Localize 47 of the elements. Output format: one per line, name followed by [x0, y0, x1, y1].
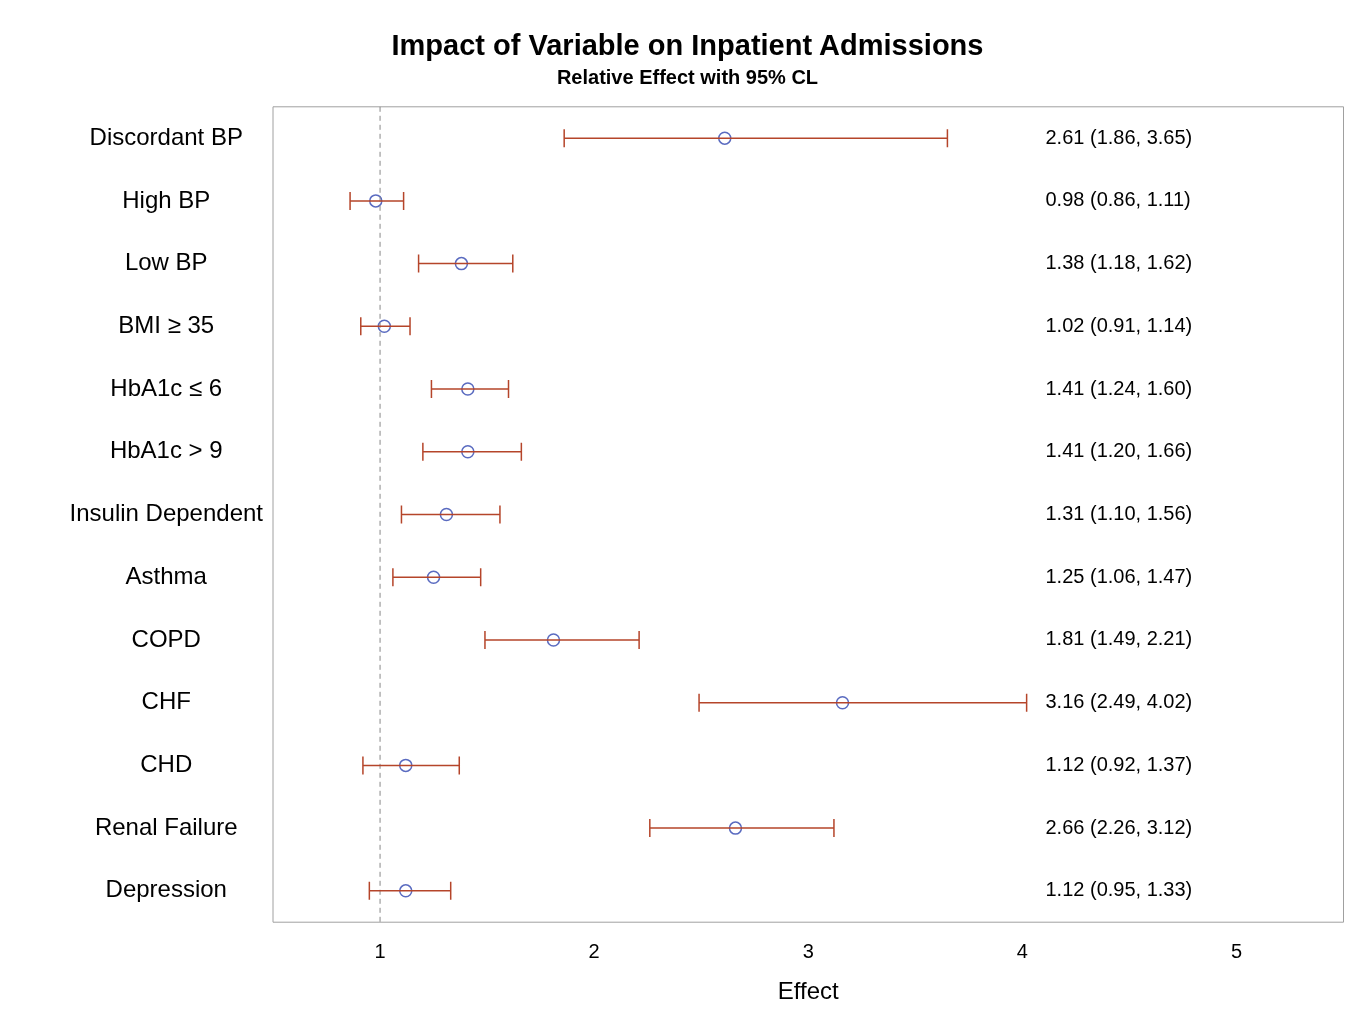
x-tick-label: 2 — [588, 939, 600, 962]
y-tick-label: Renal Failure — [94, 812, 238, 840]
y-tick-label: BMI ≥ 35 — [118, 310, 215, 338]
point — [461, 445, 475, 459]
annotation: 1.02 (0.91, 1.14) — [1045, 313, 1193, 336]
point — [369, 194, 383, 208]
point — [728, 821, 743, 835]
y-tick-label: HbA1c ≤ 6 — [110, 373, 223, 401]
point — [398, 884, 413, 898]
point — [454, 256, 469, 271]
y-tick-label: Low BP — [124, 248, 208, 276]
x-axis-title: Effect — [777, 977, 840, 1005]
point — [377, 319, 392, 334]
y-tick-label: Discordant BP — [89, 122, 243, 150]
annotation: 1.41 (1.20, 1.66) — [1045, 439, 1193, 462]
point — [439, 507, 454, 522]
annotation: 1.12 (0.92, 1.37) — [1045, 752, 1193, 775]
point — [546, 633, 561, 647]
chart-title: Impact of Variable on Inpatient Admissions — [391, 29, 984, 62]
y-tick-label: CHD — [140, 750, 193, 778]
y-tick-label: Insulin Dependent — [69, 499, 264, 527]
y-tick-label: Asthma — [125, 561, 208, 589]
y-tick-label: COPD — [131, 624, 201, 652]
point — [398, 758, 413, 773]
x-tick-label: 1 — [374, 939, 386, 962]
y-tick-label: HbA1c > 9 — [109, 436, 223, 464]
annotation: 1.41 (1.24, 1.60) — [1045, 376, 1193, 399]
y-tick-label: Depression — [105, 875, 227, 903]
annotation: 1.31 (1.10, 1.56) — [1045, 502, 1193, 525]
annotation: 3.16 (2.49, 4.02) — [1045, 690, 1193, 713]
point — [718, 131, 732, 145]
x-tick-label: 3 — [802, 939, 814, 962]
y-tick-label: High BP — [122, 185, 211, 213]
annotation: 1.38 (1.18, 1.62) — [1045, 251, 1193, 274]
annotation: 0.98 (0.86, 1.11) — [1045, 188, 1191, 211]
y-tick-label: CHF — [141, 687, 191, 715]
point — [835, 695, 850, 710]
point — [461, 382, 475, 396]
annotation: 1.12 (0.95, 1.33) — [1045, 878, 1193, 901]
annotation: 1.25 (1.06, 1.47) — [1045, 564, 1193, 587]
chart-subtitle: Relative Effect with 95% CL — [556, 66, 819, 89]
annotation: 2.61 (1.86, 3.65) — [1045, 125, 1193, 148]
annotation: 2.66 (2.26, 3.12) — [1045, 815, 1193, 838]
x-tick-label: 5 — [1230, 939, 1243, 962]
annotation: 1.81 (1.49, 2.21) — [1045, 627, 1193, 650]
x-tick-label: 4 — [1016, 939, 1028, 962]
point — [426, 570, 441, 584]
